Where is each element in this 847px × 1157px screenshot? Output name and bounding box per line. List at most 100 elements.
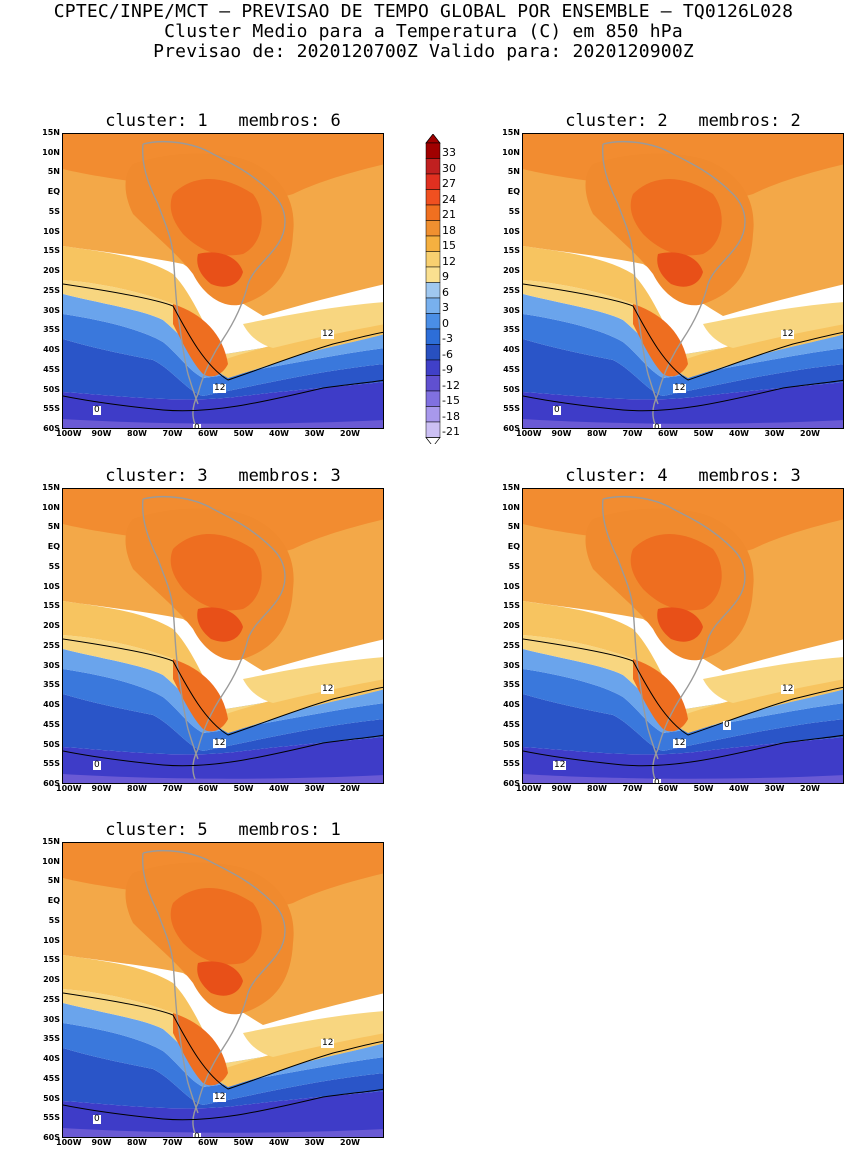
colorbar-label: -18: [442, 409, 460, 423]
longitude-label: 40W: [269, 784, 289, 793]
header-subtitle: Cluster Medio para a Temperatura (C) em …: [164, 21, 683, 42]
longitude-label: 50W: [233, 784, 254, 793]
coastline: [141, 496, 286, 780]
latitude-label: 15N: [42, 837, 60, 846]
latitude-label: 5S: [508, 561, 520, 571]
colorbar-swatch: [425, 359, 441, 376]
latitude-label: EQ: [507, 187, 520, 197]
latitude-label: 60S: [503, 424, 520, 433]
colorbar: 33 30 27 24 21 18 15 12 9 6 3 0 -3 -6 -9 -12 -15 -18 -21: [425, 133, 485, 448]
temperature-band: [243, 657, 383, 703]
longitude-label: 90W: [91, 784, 112, 793]
latitude-label: 10N: [42, 147, 60, 157]
temperature-band: [173, 1013, 228, 1086]
latitude-label: 45S: [503, 364, 520, 374]
latitude-label: EQ: [47, 542, 60, 552]
header-dates: Previsao de: 2020120700Z Valido para: 20…: [153, 41, 694, 62]
contour-12: [63, 638, 383, 736]
temperature-band: [63, 294, 383, 378]
contour-0: [523, 379, 843, 412]
latitude-label: 50S: [43, 739, 60, 749]
longitude-label: 70W: [622, 784, 643, 793]
temperature-band: [63, 339, 383, 400]
latitude-label: 5N: [47, 522, 60, 532]
longitude-label: 30W: [764, 429, 785, 438]
longitude-label: 60W: [198, 429, 218, 438]
longitude-label: 40W: [729, 784, 749, 793]
panel-title: cluster: 3 membros: 3: [105, 466, 341, 486]
colorbar-swatch: [425, 266, 441, 283]
temperature-map: 12 12 0 0: [62, 842, 384, 1138]
latitude-label: 5N: [507, 167, 520, 177]
temperature-band: [523, 649, 843, 733]
temperature-band: [63, 314, 383, 396]
coastline: [601, 141, 746, 425]
longitude-label: 20W: [340, 429, 360, 438]
latitude-label: 25S: [503, 285, 520, 295]
longitude-label: 40W: [269, 429, 289, 438]
colorbar-label: 0: [442, 316, 449, 330]
map-panel-cluster-5: cluster: 5 membros: 1 12 12 0 0 15N 10N 5N EQ 5S 1…: [0, 820, 384, 1147]
latitude-label: 45S: [43, 364, 60, 374]
contour-label: 0: [93, 405, 101, 415]
latitude-label: 30S: [503, 660, 520, 670]
temperature-band: [243, 302, 383, 348]
contour-label: 0: [723, 720, 731, 730]
longitude-label: 80W: [127, 1138, 147, 1147]
latitude-label: 10N: [42, 502, 60, 512]
latitude-label: 55S: [503, 404, 520, 414]
map-canvas: [523, 134, 843, 428]
colorbar-swatch: [425, 204, 441, 221]
longitude-label: 30W: [764, 784, 785, 793]
latitude-label: 60S: [43, 779, 60, 788]
longitude-label: 50W: [693, 784, 714, 793]
latitude-label: 50S: [43, 1093, 60, 1103]
temperature-band: [703, 302, 843, 348]
colorbar-label: -3: [442, 332, 453, 345]
longitude-label: 100W: [516, 429, 542, 438]
temperature-band: [523, 694, 843, 755]
contour-label: 12: [781, 329, 795, 339]
latitude-label: 25S: [503, 640, 520, 650]
colorbar-scale: [425, 133, 441, 448]
contour-label: 12: [781, 684, 795, 694]
map-panel-cluster-3: cluster: 3 membros: 3 12 12 0 15N 10N 5N EQ 5S 10…: [0, 466, 384, 793]
longitude-label: 90W: [551, 784, 572, 793]
temperature-band: [170, 534, 262, 611]
colorbar-swatch: [425, 328, 441, 345]
colorbar-label: -15: [442, 394, 460, 407]
longitude-label: 20W: [340, 784, 360, 793]
latitude-label: EQ: [507, 542, 520, 552]
colorbar-label: 3: [442, 301, 449, 314]
longitude-label: 100W: [516, 784, 542, 793]
temperature-band: [523, 339, 843, 400]
colorbar-swatch: [425, 158, 441, 175]
temperature-band: [63, 1128, 383, 1137]
contour-12: [523, 283, 843, 381]
temperature-band: [63, 669, 383, 751]
contour-label: 0: [93, 760, 101, 770]
temperature-band: [63, 649, 383, 733]
latitude-label: 40S: [43, 1054, 60, 1064]
colorbar-label: 18: [442, 223, 456, 237]
latitude-label: 15N: [502, 128, 520, 137]
map-panel-cluster-2: cluster: 2 membros: 2 12 12 0 0 15N 10N 5N EQ 5S 1…: [460, 111, 844, 438]
longitude-label: 60W: [658, 429, 678, 438]
latitude-label: 35S: [503, 325, 520, 335]
latitude-label: 5S: [48, 206, 60, 216]
contour-0: [63, 734, 383, 767]
longitude-label: 80W: [587, 784, 607, 793]
temperature-band: [170, 888, 262, 965]
latitude-label: 30S: [43, 305, 60, 315]
latitude-label: 20S: [43, 621, 60, 631]
latitude-label: EQ: [47, 187, 60, 197]
colorbar-swatch: [425, 375, 441, 392]
temperature-band: [63, 419, 383, 428]
panel-title: cluster: 1 membros: 6: [105, 111, 341, 131]
colorbar-label: 9: [442, 270, 449, 283]
colorbar-swatch: [425, 189, 441, 206]
latitude-label: 60S: [503, 779, 520, 788]
longitude-label: 70W: [162, 784, 183, 793]
temperature-band: [633, 659, 688, 732]
temperature-band: [63, 1023, 383, 1105]
